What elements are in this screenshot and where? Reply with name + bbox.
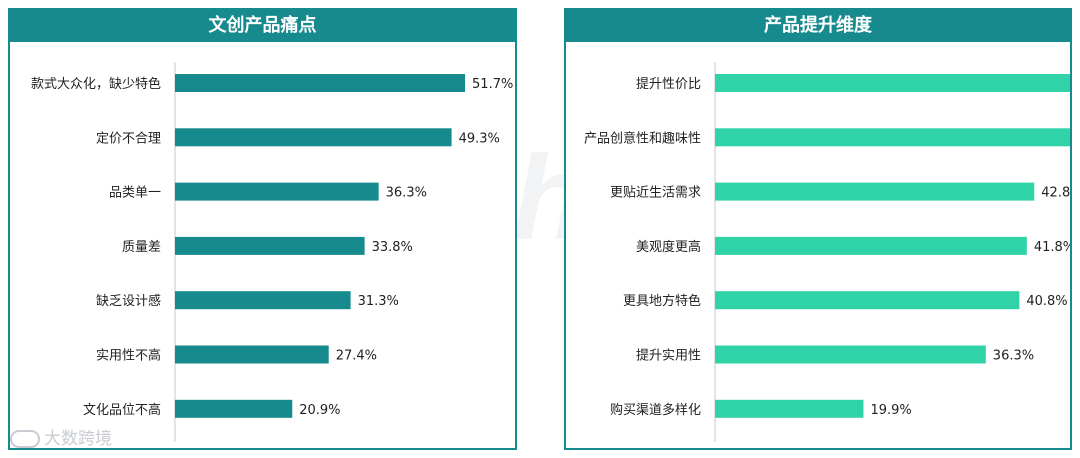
- left-bar: [175, 345, 329, 364]
- right-category-label: 更贴近生活需求: [610, 186, 701, 201]
- right-value-label: 40.8%: [1026, 294, 1067, 309]
- logo-text: 大数跨境: [44, 429, 112, 449]
- right-bar: [715, 345, 986, 364]
- right-bar: [715, 236, 1027, 255]
- pain-points-panel: 文创产品痛点 款式大众化，缺少特色 51.7% 定价不合理 49.3% 品类单一 36.3…: [8, 8, 517, 450]
- pain-points-title: 文创产品痛点: [10, 10, 515, 42]
- right-category-label: 提升性价比: [636, 76, 701, 92]
- right-value-label: 36.3%: [993, 349, 1034, 364]
- left-category-label: 质量差: [122, 240, 161, 255]
- left-value-label: 33.8%: [372, 240, 413, 255]
- right-bar: [715, 182, 1035, 201]
- left-bar: [175, 74, 466, 92]
- logo-icon: [10, 430, 40, 448]
- right-category-label: 美观度更高: [636, 239, 701, 255]
- right-bar: [715, 291, 1020, 310]
- left-value-label: 51.7%: [472, 77, 513, 92]
- left-value-label: 49.3%: [459, 131, 500, 146]
- left-category-label: 品类单一: [109, 186, 161, 201]
- right-bar: [715, 399, 864, 418]
- left-category-label: 实用性不高: [96, 348, 161, 364]
- left-bar: [175, 291, 351, 310]
- right-value-label: 41.8%: [1034, 240, 1070, 255]
- left-category-label: 缺乏设计感: [96, 293, 161, 309]
- pain-points-chart: 款式大众化，缺少特色 51.7% 定价不合理 49.3% 品类单一 36.3% 质量差 33.…: [31, 62, 513, 442]
- right-value-label: 42.8%: [1041, 186, 1070, 201]
- right-bar: [715, 128, 1070, 147]
- left-category-label: 定价不合理: [96, 131, 161, 146]
- improvement-title: 产品提升维度: [566, 10, 1070, 42]
- left-bar: [175, 182, 379, 201]
- left-value-label: 20.9%: [299, 403, 340, 418]
- right-category-label: 产品创意性和趣味性: [584, 130, 701, 146]
- left-bar: [175, 236, 365, 255]
- right-category-label: 购买渠道多样化: [610, 402, 701, 418]
- brand-logo: 大数跨境: [10, 424, 112, 449]
- improvement-panel: 产品提升维度 提升性价比62.2%产品创意性和趣味性57.2%更贴近生活需求42…: [564, 8, 1072, 450]
- left-bar: [175, 128, 452, 147]
- right-category-label: 提升实用性: [636, 348, 701, 364]
- left-category-label: 款式大众化，缺少特色: [31, 76, 161, 92]
- right-bar: [715, 74, 1070, 92]
- left-category-label: 文化品位不高: [83, 402, 161, 418]
- left-value-label: 31.3%: [358, 294, 399, 309]
- left-value-label: 27.4%: [336, 349, 377, 364]
- left-bar: [175, 399, 293, 418]
- left-value-label: 36.3%: [386, 186, 427, 201]
- right-category-label: 更具地方特色: [623, 293, 701, 309]
- improvement-chart: 提升性价比62.2%产品创意性和趣味性57.2%更贴近生活需求42.8%美观度更…: [584, 62, 1070, 442]
- right-value-label: 19.9%: [870, 403, 911, 418]
